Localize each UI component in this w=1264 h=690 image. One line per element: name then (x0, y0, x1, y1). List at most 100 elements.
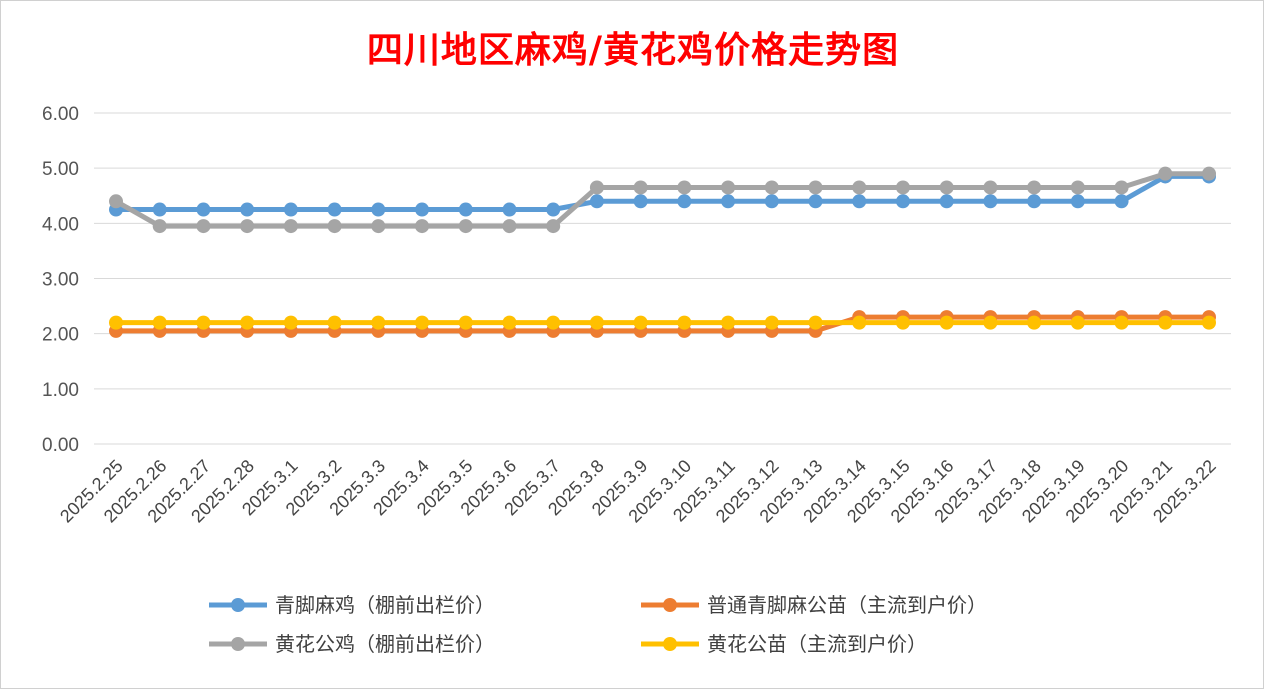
y-tick-label: 4.00 (42, 214, 79, 235)
data-point (895, 180, 910, 195)
data-point (240, 202, 255, 217)
data-point (764, 194, 779, 209)
data-point (546, 315, 561, 330)
series-line (116, 173, 1209, 212)
legend-label: 青脚麻鸡（棚前出栏价） (275, 593, 495, 617)
data-point (371, 202, 386, 217)
y-axis: 0.00 1.00 2.00 3.00 4.00 5.00 6.00 (42, 104, 79, 456)
data-point (1027, 315, 1042, 330)
data-point (1070, 180, 1085, 195)
data-point (327, 219, 342, 234)
data-point (1202, 315, 1216, 330)
data-point (196, 219, 211, 234)
data-point (589, 180, 604, 195)
data-point (1114, 315, 1129, 330)
data-point (458, 219, 473, 234)
data-point (240, 315, 255, 330)
data-point (939, 194, 954, 209)
legend-item: 黄花公鸡（棚前出栏价） (209, 632, 495, 656)
data-point (152, 219, 167, 234)
data-point (808, 180, 823, 195)
data-point (895, 194, 910, 209)
data-point (546, 202, 561, 217)
data-point (939, 180, 954, 195)
data-point (1070, 315, 1085, 330)
data-point (196, 202, 211, 217)
data-point (109, 194, 123, 209)
data-point (677, 180, 692, 195)
data-point (283, 219, 298, 234)
data-point (283, 202, 298, 217)
data-point (1114, 194, 1129, 209)
data-point (109, 315, 123, 330)
series-1 (109, 169, 1216, 217)
series-line (114, 171, 1209, 229)
data-point (502, 202, 517, 217)
data-point (502, 315, 517, 330)
data-point (327, 202, 342, 217)
series-4 (109, 315, 1216, 330)
data-point (721, 180, 736, 195)
legend-swatch-marker (231, 637, 245, 651)
data-point (808, 315, 823, 330)
data-point (721, 315, 736, 330)
legend: 青脚麻鸡（棚前出栏价） 普通青脚麻公苗（主流到户价） 黄花公鸡（棚前出栏价） 黄花公苗… (209, 593, 987, 656)
data-point (458, 202, 473, 217)
legend-item: 普通青脚麻公苗（主流到户价） (641, 593, 987, 617)
data-point (1027, 180, 1042, 195)
data-point (1027, 194, 1042, 209)
y-tick-label: 3.00 (42, 270, 79, 291)
data-point (764, 180, 779, 195)
data-point (852, 180, 867, 195)
y-tick-label: 5.00 (42, 159, 79, 180)
legend-swatch-marker (663, 637, 677, 651)
data-point (502, 219, 517, 234)
data-point (633, 194, 648, 209)
data-point (415, 315, 430, 330)
data-point (633, 315, 648, 330)
data-point (852, 194, 867, 209)
data-point (895, 315, 910, 330)
data-point (458, 315, 473, 330)
data-point (808, 194, 823, 209)
data-point (327, 315, 342, 330)
data-point (983, 194, 998, 209)
data-point (371, 315, 386, 330)
data-point (677, 194, 692, 209)
series-3 (109, 166, 1216, 234)
data-point (1158, 315, 1173, 330)
data-point (546, 219, 561, 234)
series-line (116, 314, 1209, 334)
y-tick-label: 2.00 (42, 325, 79, 346)
data-point (852, 315, 867, 330)
data-point (240, 219, 255, 234)
legend-label: 普通青脚麻公苗（主流到户价） (707, 593, 987, 617)
data-point (764, 315, 779, 330)
y-tick-label: 6.00 (42, 104, 79, 125)
legend-swatch-marker (231, 598, 245, 612)
data-point (196, 315, 211, 330)
legend-label: 黄花公苗（主流到户价） (707, 632, 927, 656)
data-point (152, 202, 167, 217)
y-tick-label: 1.00 (42, 380, 79, 401)
data-point (1114, 180, 1129, 195)
legend-item: 黄花公苗（主流到户价） (641, 632, 927, 656)
data-point (371, 219, 386, 234)
data-point (721, 194, 736, 209)
data-point (1158, 166, 1173, 181)
data-point (939, 315, 954, 330)
y-tick-label: 0.00 (42, 435, 79, 456)
data-point (983, 315, 998, 330)
legend-label: 黄花公鸡（棚前出栏价） (275, 632, 495, 656)
data-point (589, 194, 604, 209)
data-point (1070, 194, 1085, 209)
data-point (283, 315, 298, 330)
data-point (1202, 166, 1216, 181)
x-axis: 2025.2.252025.2.262025.2.272025.2.282025… (56, 456, 1220, 527)
data-point (983, 180, 998, 195)
legend-swatch-marker (663, 598, 677, 612)
data-point (152, 315, 167, 330)
chart-title: 四川地区麻鸡/黄花鸡价格走势图 (366, 29, 900, 71)
